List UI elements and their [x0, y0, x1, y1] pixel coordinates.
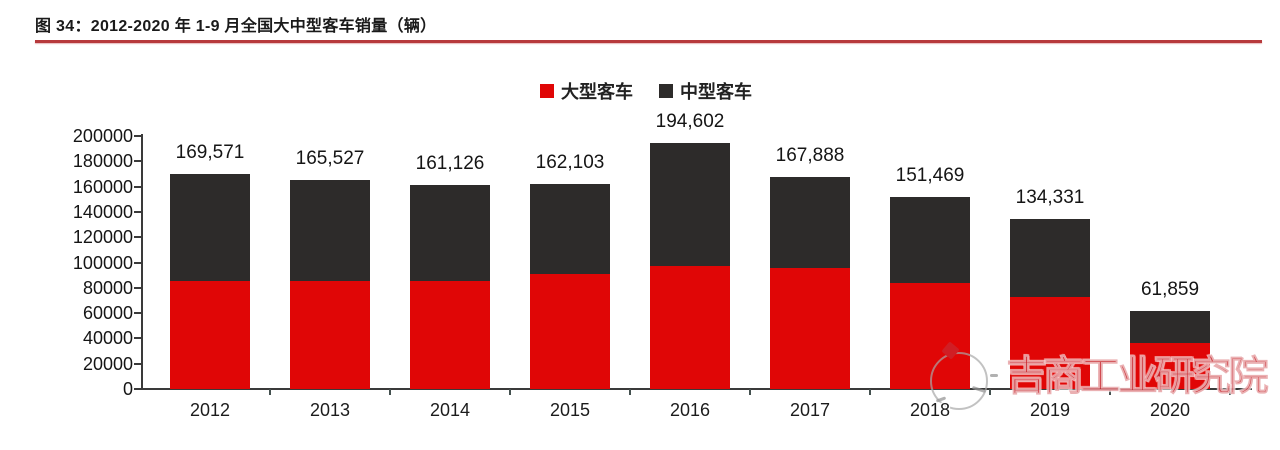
bar-total-label: 61,859: [1140, 278, 1200, 300]
medium-bus-swatch-icon: [659, 84, 673, 98]
bar-segment-large-bus: [1130, 343, 1210, 389]
x-tick-mark: [389, 389, 391, 395]
title-underline: [35, 40, 1262, 43]
bar-segment-large-bus: [770, 268, 850, 389]
y-tick-label: 120000: [72, 227, 133, 248]
bar-segment-large-bus: [650, 266, 730, 389]
bar-total-label: 169,571: [175, 142, 245, 164]
bar-segment-medium-bus: [770, 176, 850, 269]
bar-segment-medium-bus: [530, 183, 610, 274]
watermark-logo-circle-icon: [930, 352, 988, 410]
x-tick-mark: [1229, 389, 1231, 395]
x-tick-label: 2015: [549, 400, 591, 420]
x-tick-label: 2018: [909, 400, 951, 420]
bar-segment-large-bus: [1010, 297, 1090, 389]
y-tick-mark: [134, 388, 142, 390]
x-tick-mark: [749, 389, 751, 395]
bar-segment-medium-bus: [290, 179, 370, 282]
bar-total-label: 134,331: [1015, 187, 1085, 209]
bar-segment-medium-bus: [170, 174, 250, 281]
bar-total-label: 165,527: [295, 147, 365, 169]
bar-segment-medium-bus: [1010, 219, 1090, 298]
y-tick-mark: [134, 236, 142, 239]
y-tick-mark: [134, 337, 142, 340]
y-tick-mark: [134, 185, 142, 188]
y-tick-mark: [134, 286, 142, 289]
x-tick-label: 2017: [789, 400, 831, 420]
y-tick-label: 200000: [72, 126, 133, 146]
legend-item-large-bus: 大型客车: [540, 78, 633, 104]
x-tick-label: 2013: [309, 400, 351, 420]
x-tick-label: 2020: [1149, 400, 1191, 420]
bar-segment-medium-bus: [1130, 310, 1210, 344]
y-tick-label: 140000: [72, 201, 133, 222]
x-tick-mark: [629, 389, 631, 395]
bar-segment-medium-bus: [890, 197, 970, 283]
x-tick-mark: [989, 389, 991, 395]
bar-total-label: 162,103: [535, 151, 605, 173]
bar-total-label: 151,469: [895, 165, 965, 187]
bar-segment-medium-bus: [410, 185, 490, 282]
bar-segment-medium-bus: [650, 142, 730, 267]
x-tick-mark: [1109, 389, 1111, 395]
bar-segment-large-bus: [170, 280, 250, 389]
x-tick-label: 2014: [429, 400, 471, 420]
y-axis-line: [141, 134, 143, 390]
x-axis-line: [141, 388, 1252, 390]
bar-segment-large-bus: [530, 273, 610, 389]
y-tick-label: 80000: [82, 277, 133, 298]
legend-label-large-bus: 大型客车: [561, 82, 633, 102]
x-tick-label: 2016: [669, 400, 711, 420]
bar-total-label: 167,888: [775, 144, 845, 166]
x-tick-mark: [269, 389, 271, 395]
x-tick-mark: [869, 389, 871, 395]
legend-label-medium-bus: 中型客车: [680, 82, 752, 102]
y-tick-label: 60000: [82, 303, 133, 324]
bar-total-label: 161,126: [415, 153, 485, 175]
y-tick-label: 0: [122, 379, 133, 399]
chart-legend: 大型客车 中型客车: [540, 78, 752, 104]
legend-item-medium-bus: 中型客车: [659, 78, 752, 104]
bar-segment-large-bus: [290, 281, 370, 389]
x-tick-label: 2019: [1029, 400, 1071, 420]
y-tick-mark: [134, 160, 142, 163]
y-tick-label: 100000: [72, 252, 133, 273]
y-tick-mark: [134, 210, 142, 213]
y-tick-label: 40000: [82, 328, 133, 349]
y-tick-label: 20000: [82, 353, 133, 374]
x-tick-mark: [509, 389, 511, 395]
y-tick-mark: [134, 312, 142, 315]
watermark-text: 吉商工业研究院: [1005, 353, 1269, 399]
y-tick-mark: [134, 261, 142, 264]
large-bus-swatch-icon: [540, 84, 554, 98]
y-tick-label: 180000: [72, 151, 133, 172]
y-tick-mark: [134, 362, 142, 365]
bar-total-label: 194,602: [655, 110, 725, 132]
watermark: 吉商工业研究院: [922, 340, 1280, 420]
y-tick-mark: [134, 135, 142, 137]
figure-title: 图 34：2012-2020 年 1-9 月全国大中型客车销量（辆）: [35, 18, 437, 35]
y-tick-label: 160000: [72, 176, 133, 197]
bar-segment-large-bus: [410, 281, 490, 389]
x-tick-label: 2012: [189, 400, 231, 420]
watermark-logo-dash-icon: [990, 374, 998, 377]
